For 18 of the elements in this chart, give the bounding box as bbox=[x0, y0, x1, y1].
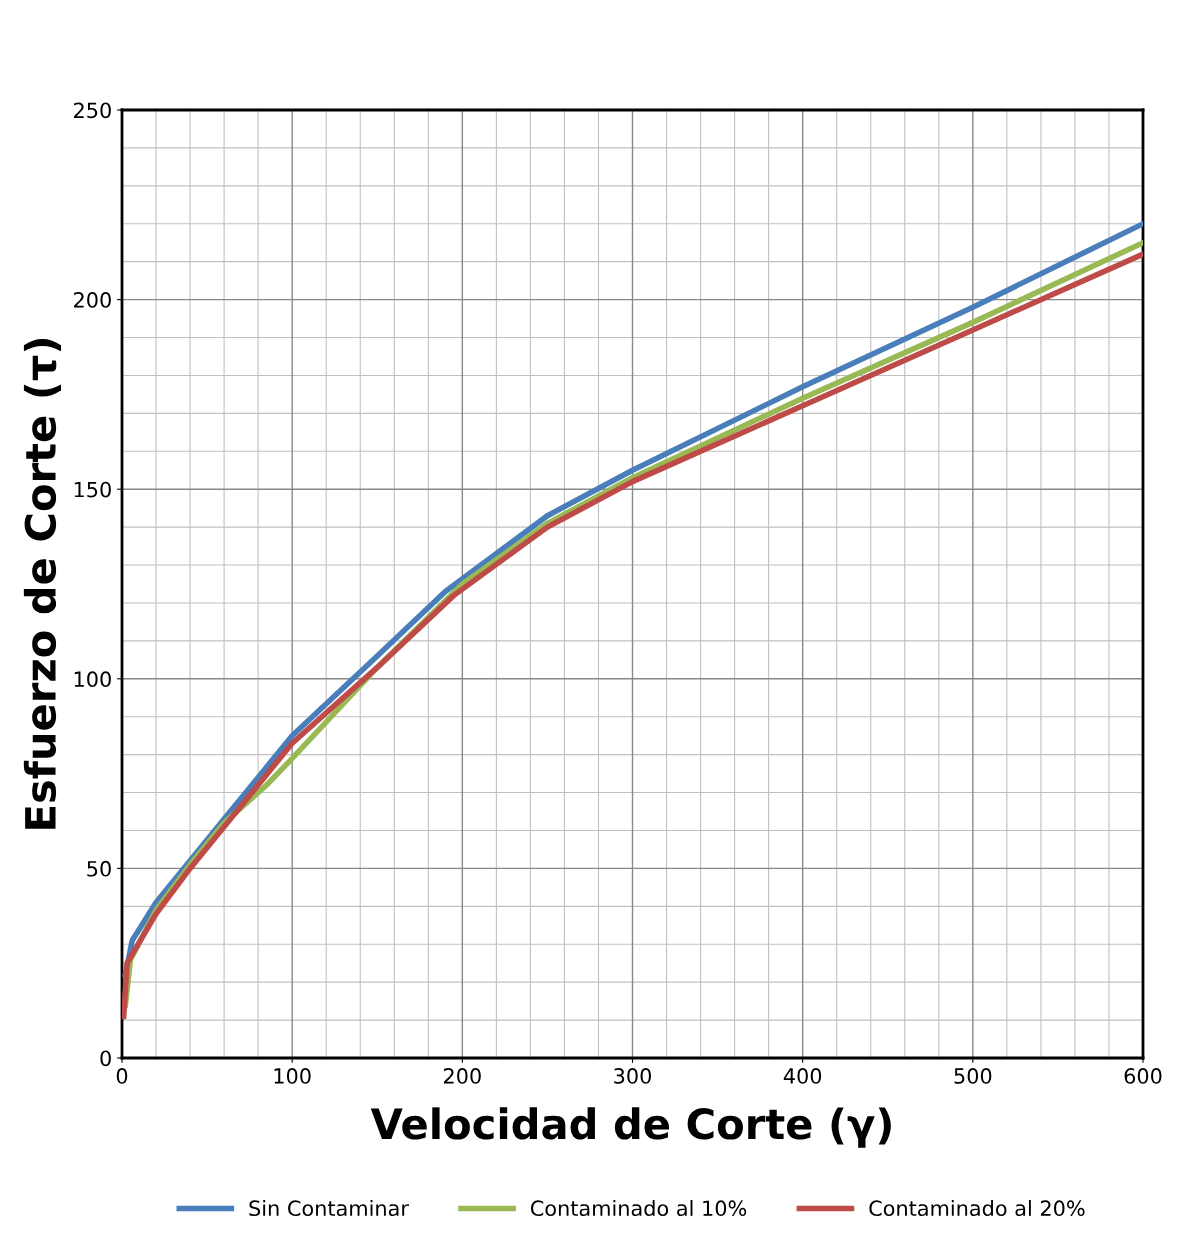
y-tick-label: 200 bbox=[74, 292, 111, 308]
y-tick-label: 150 bbox=[74, 481, 111, 498]
x-axis-title: Velocidad de Corte (γ) bbox=[370, 1107, 891, 1148]
y-tick-label: 0 bbox=[100, 1050, 111, 1067]
y-axis-title: Esfuerzo de Corte (τ) bbox=[23, 339, 62, 829]
x-tick-label: 100 bbox=[274, 1068, 311, 1084]
x-tick-label: 300 bbox=[614, 1068, 651, 1084]
x-tick-label: 200 bbox=[443, 1068, 481, 1084]
legend-label: Sin Contaminar bbox=[249, 1199, 409, 1217]
y-tick-label: 100 bbox=[74, 671, 111, 688]
y-tick-label: 50 bbox=[87, 860, 111, 877]
x-tick-label: 600 bbox=[1124, 1068, 1162, 1084]
legend-label: Contaminado al 20% bbox=[869, 1199, 1085, 1217]
x-tick-label: 500 bbox=[954, 1068, 992, 1084]
y-tick-label: 250 bbox=[74, 102, 111, 119]
x-tick-label: 400 bbox=[783, 1068, 822, 1084]
legend-label: Contaminado al 10% bbox=[530, 1199, 747, 1217]
x-tick-label: 0 bbox=[116, 1068, 128, 1084]
